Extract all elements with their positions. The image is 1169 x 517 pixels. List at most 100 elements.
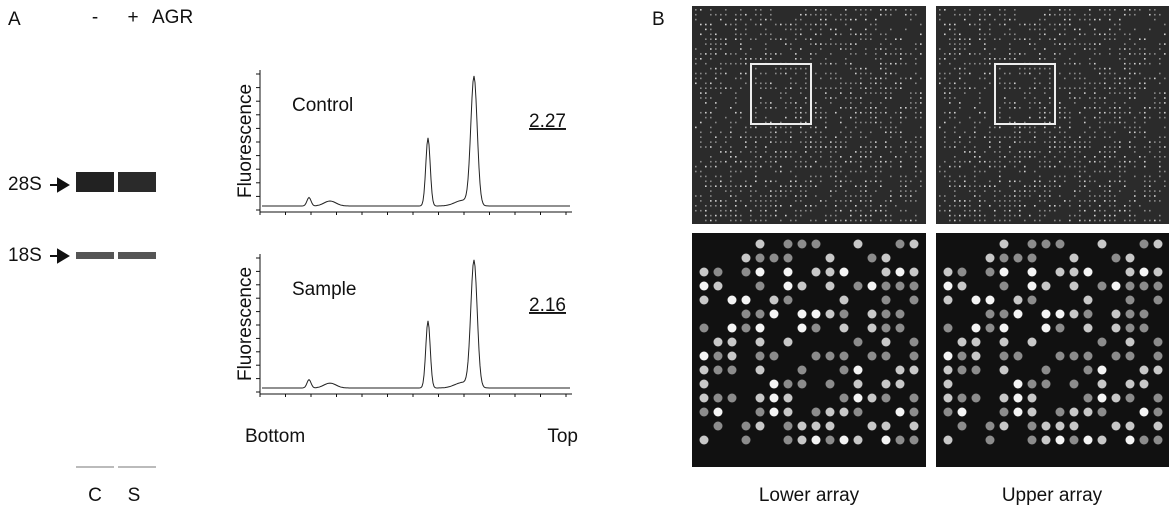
array-spot <box>765 72 767 75</box>
array-spot <box>1069 435 1079 445</box>
array-spot <box>830 13 832 16</box>
array-spot <box>994 200 996 202</box>
array-spot <box>885 107 887 109</box>
array-spot <box>825 214 827 217</box>
array-spot <box>1089 23 1091 26</box>
array-spot <box>800 116 802 119</box>
array-spot <box>1124 165 1126 168</box>
array-spot <box>944 195 946 197</box>
array-spot <box>1064 141 1066 143</box>
array-spot <box>974 209 976 212</box>
array-spot <box>820 180 822 183</box>
array-spot <box>875 92 877 94</box>
array-spot <box>769 351 779 361</box>
array-spot <box>959 53 961 55</box>
array-spot <box>1089 200 1091 202</box>
array-spot <box>1029 92 1031 94</box>
array-spot <box>710 165 712 168</box>
array-spot <box>1119 28 1121 31</box>
array-spot <box>835 146 837 148</box>
array-spot <box>1004 82 1006 85</box>
array-spot <box>805 209 807 212</box>
array-spot <box>1144 77 1146 80</box>
array-spot <box>1124 126 1126 129</box>
array-spot <box>720 67 722 70</box>
array-spot <box>705 43 707 45</box>
array-spot <box>1084 200 1086 202</box>
array-spot <box>775 53 777 55</box>
array-spot <box>1044 160 1046 163</box>
array-spot <box>1134 131 1136 134</box>
array-spot <box>1129 97 1131 99</box>
array-spot <box>1134 214 1136 217</box>
array-spot <box>839 323 849 333</box>
array-spot <box>1104 195 1106 197</box>
array-spot <box>1089 107 1091 109</box>
array-spot <box>900 53 902 55</box>
array-spot <box>855 97 857 99</box>
array-spot <box>867 309 877 319</box>
array-spot <box>1139 62 1141 65</box>
array-spot <box>1074 87 1076 89</box>
array-spot <box>1044 67 1046 70</box>
array-spot <box>810 58 812 60</box>
array-spot <box>1024 195 1026 197</box>
array-spot <box>915 82 917 85</box>
array-spot <box>1014 141 1016 143</box>
array-spot <box>815 53 817 55</box>
array-spot <box>1069 121 1071 124</box>
array-spot <box>920 43 922 45</box>
array-spot <box>750 18 752 21</box>
array-spot <box>735 38 737 40</box>
array-spot <box>755 107 757 109</box>
array-spot <box>1039 151 1041 153</box>
array-spot <box>880 67 882 70</box>
treatment-label: AGR <box>152 7 193 28</box>
array-spot <box>795 214 797 217</box>
array-spot <box>745 146 747 148</box>
array-spot <box>1069 136 1071 138</box>
array-spot <box>880 126 882 129</box>
array-spot <box>1109 146 1111 148</box>
axis-label: Fluorescence <box>235 84 256 198</box>
array-spot <box>740 87 742 89</box>
array-spot <box>915 156 917 158</box>
array-spot <box>825 351 835 361</box>
array-spot <box>730 131 732 134</box>
array-spot <box>1154 77 1156 80</box>
array-spot <box>949 92 951 94</box>
array-spot <box>890 200 892 202</box>
array-spot <box>885 72 887 75</box>
array-spot <box>705 116 707 119</box>
array-spot <box>1019 190 1021 192</box>
array-spot <box>850 131 852 134</box>
array-spot <box>1134 53 1136 55</box>
array-spot <box>1004 195 1006 197</box>
array-spot <box>805 77 807 80</box>
array-spot <box>1099 121 1101 124</box>
array-spot <box>765 87 767 89</box>
array-spot <box>1029 195 1031 197</box>
array-spot <box>760 97 762 99</box>
array-spot <box>1029 72 1031 75</box>
array-spot <box>1039 160 1041 163</box>
array-spot <box>865 151 867 153</box>
array-spot <box>974 151 976 153</box>
array-spot <box>969 136 971 138</box>
array-spot <box>1059 43 1061 45</box>
array-spot <box>865 48 867 50</box>
array-spot <box>880 156 882 158</box>
array-spot <box>943 281 953 291</box>
array-spot <box>1055 267 1065 277</box>
array-spot <box>770 58 772 60</box>
array-spot <box>795 165 797 168</box>
array-spot <box>910 141 912 143</box>
array-spot <box>964 151 966 153</box>
array-spot <box>825 421 835 431</box>
array-spot <box>1074 214 1076 217</box>
array-spot <box>999 267 1009 277</box>
array-spot <box>1041 239 1051 249</box>
array-spot <box>800 33 802 36</box>
panel-label: A <box>8 9 21 30</box>
array-spot <box>1089 219 1091 222</box>
